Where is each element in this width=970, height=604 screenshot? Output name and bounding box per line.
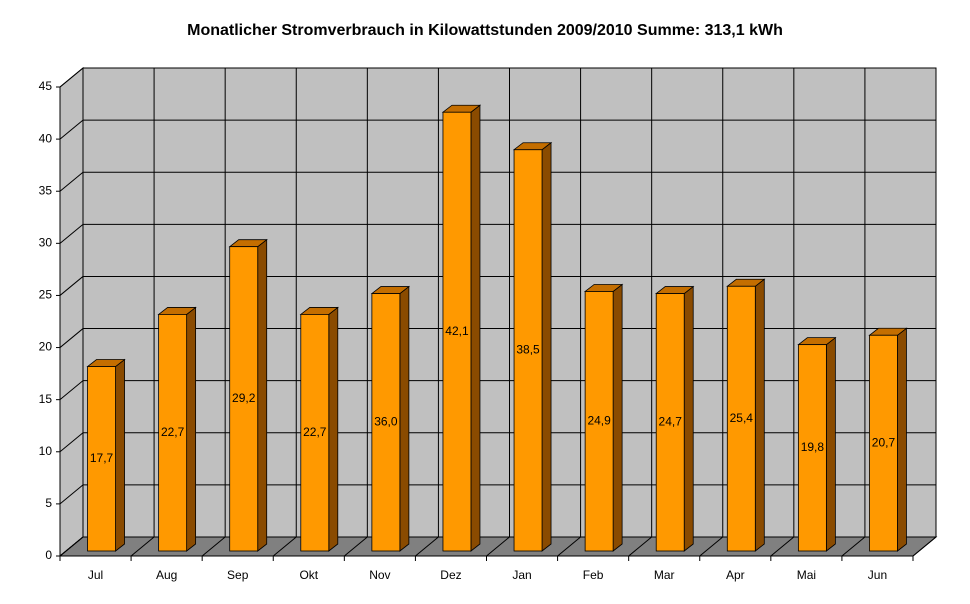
- bar: [442, 111, 472, 552]
- floor-line: [557, 536, 581, 557]
- bar: [726, 285, 756, 552]
- bar: [513, 149, 543, 552]
- y-tick-label: 40: [39, 131, 53, 145]
- bar-side: [470, 104, 481, 552]
- grid-line-side: [59, 536, 84, 557]
- y-tick-label: 30: [39, 236, 53, 250]
- bar-side: [541, 141, 552, 552]
- x-tick-label: Nov: [369, 568, 390, 582]
- bar: [869, 334, 898, 552]
- bar-label: 20,7: [872, 435, 896, 449]
- y-tick-label: 0: [45, 548, 52, 562]
- bar-side: [399, 285, 410, 552]
- floor-line: [628, 536, 652, 557]
- x-tick-label: Sep: [227, 568, 249, 582]
- bar-side: [683, 285, 694, 552]
- y-tick-label: 25: [39, 288, 53, 302]
- grid-line-side: [59, 276, 84, 296]
- grid-line-side: [59, 223, 84, 244]
- floor-line: [344, 536, 368, 557]
- bar-label: 42,1: [445, 324, 469, 338]
- y-tick-label: 35: [39, 183, 53, 197]
- floor-line: [201, 536, 226, 557]
- y-tick-label: 5: [45, 496, 52, 510]
- x-tick-label: Apr: [726, 568, 745, 582]
- grid-line-side: [59, 328, 84, 348]
- floor-line: [912, 536, 937, 557]
- x-tick-label: Feb: [583, 568, 604, 582]
- x-tick-label: Jun: [868, 568, 887, 582]
- grid-line-side: [59, 171, 84, 192]
- bar-side: [257, 238, 268, 552]
- y-tick-label: 45: [39, 79, 53, 93]
- grid-line-side: [59, 380, 84, 401]
- y-tick-label: 15: [39, 392, 53, 406]
- x-tick-label: Jul: [88, 568, 103, 582]
- floor-line: [699, 536, 724, 557]
- bar-side: [612, 283, 623, 552]
- floor-line: [272, 536, 297, 557]
- bar: [300, 314, 330, 552]
- bar-side: [754, 278, 765, 552]
- bar-side: [115, 358, 125, 552]
- bar-label: 25,4: [730, 411, 754, 425]
- floor-line: [841, 536, 866, 557]
- bar: [655, 293, 685, 552]
- bar-label: 36,0: [374, 414, 398, 428]
- bar: [229, 246, 259, 552]
- x-tick-label: Mar: [654, 568, 675, 582]
- grid-line-side: [59, 67, 84, 88]
- x-tick-label: Jan: [512, 568, 531, 582]
- x-tick-label: Dez: [440, 568, 461, 582]
- bar-side: [186, 306, 197, 552]
- grid-line-side: [59, 119, 84, 140]
- y-tick-label: 20: [39, 340, 53, 354]
- bar-label: 24,7: [659, 414, 683, 428]
- bar: [797, 344, 827, 552]
- floor-line: [130, 536, 155, 557]
- bar: [158, 314, 188, 552]
- bar-label: 22,7: [161, 425, 185, 439]
- bar-label: 38,5: [516, 343, 540, 357]
- bar: [584, 291, 614, 552]
- bar-side: [328, 306, 339, 552]
- bar-side: [897, 327, 907, 552]
- x-tick-label: Okt: [299, 568, 318, 582]
- bar-label: 19,8: [801, 440, 825, 454]
- floor-line: [770, 536, 795, 557]
- side-wall: [59, 66, 84, 558]
- grid-line-side: [59, 432, 84, 453]
- bar: [87, 366, 116, 552]
- x-tick-label: Aug: [156, 568, 177, 582]
- floor-line: [486, 536, 510, 557]
- floor-line: [415, 536, 439, 557]
- bar-label: 29,2: [232, 391, 256, 405]
- bar-label: 17,7: [90, 451, 114, 465]
- grid-line-side: [59, 484, 84, 505]
- x-tick-label: Mai: [797, 568, 816, 582]
- bar-label: 24,9: [587, 413, 611, 427]
- bar-side: [825, 336, 836, 552]
- bar: [371, 293, 401, 552]
- y-tick-label: 10: [39, 444, 53, 458]
- bar-label: 22,7: [303, 425, 327, 439]
- chart-title: Monatlicher Stromverbrauch in Kilowattst…: [187, 22, 783, 39]
